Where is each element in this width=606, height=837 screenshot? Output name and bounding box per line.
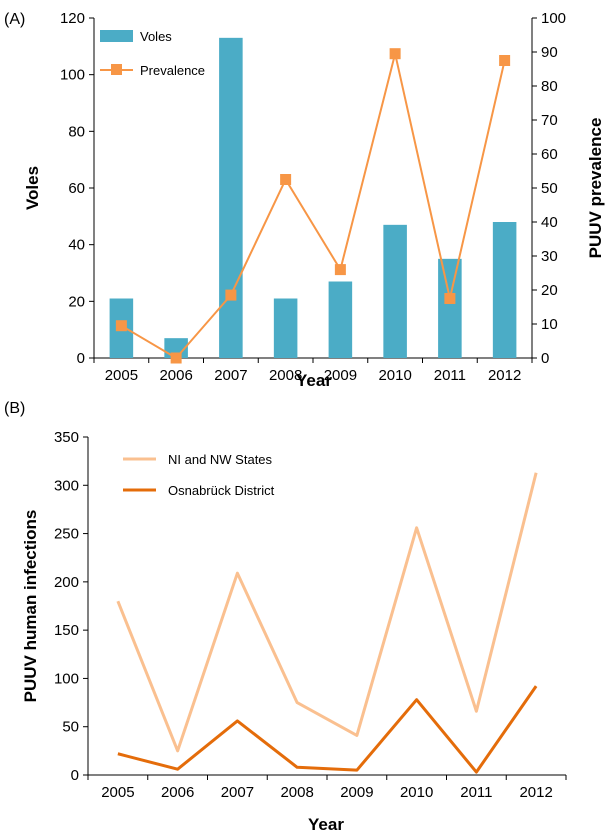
panel-a-y2tick-label: 90 xyxy=(541,44,558,61)
panel-a-xtick-label: 2007 xyxy=(214,367,247,384)
prevalence-marker xyxy=(389,48,401,60)
panel-b-xtick-label: 2005 xyxy=(101,784,134,801)
voles-bar xyxy=(492,222,517,358)
panel-b: (B) PUUV human infections Year 0 50 100 150… xyxy=(4,400,567,834)
panel-a-y2tick-label: 20 xyxy=(541,282,558,299)
panel-a-ylabel: Voles xyxy=(23,166,42,210)
voles-bar xyxy=(328,281,353,358)
prevalence-line xyxy=(120,53,506,360)
panel-a-y2tick-label: 30 xyxy=(541,248,558,265)
voles-bar xyxy=(219,37,243,358)
panel-b-ytick-label: 100 xyxy=(54,670,79,687)
panel-a-label: (A) xyxy=(4,11,25,28)
panel-a-ytick-label: 40 xyxy=(68,237,85,254)
panel-b-ytick-label: 200 xyxy=(54,574,79,591)
panel-a-y2tick-label: 0 xyxy=(541,350,549,367)
panel-b-axes: 0 50 100 150 200 250 300 350 2005 2006 2007 2008 200… xyxy=(54,429,567,801)
panel-b-ylabel: PUUV human infections xyxy=(21,510,40,703)
panel-b-xtick-label: 2006 xyxy=(161,784,194,801)
panel-a-y2tick-label: 10 xyxy=(541,316,558,333)
panel-b-ytick-label: 300 xyxy=(54,477,79,494)
panel-a-xtick-label: 2006 xyxy=(159,367,192,384)
panel-a-ytick-label: 120 xyxy=(60,10,85,27)
panel-b-xtick-label: 2012 xyxy=(519,784,552,801)
panel-a-bars xyxy=(109,37,517,358)
panel-a-y2tick-label: 40 xyxy=(541,214,558,231)
panel-a-ytick-label: 80 xyxy=(68,123,85,140)
panel-a-xtick-label: 2012 xyxy=(488,367,521,384)
panel-b-ytick-label: 50 xyxy=(62,719,79,736)
prevalence-marker xyxy=(444,293,456,304)
legend-prevalence-marker xyxy=(111,64,122,75)
panel-b-label: (B) xyxy=(4,400,25,417)
panel-a-xtick-label: 2009 xyxy=(324,367,357,384)
panel-a: (A) Voles PUUV prevalence Year 0 20 40 60 80… xyxy=(4,10,605,390)
panel-a-xtick-label: 2010 xyxy=(378,367,411,384)
osnabrueck-district-line xyxy=(117,685,538,774)
panel-a-y2tick-label: 100 xyxy=(541,10,566,27)
prevalence-marker xyxy=(280,174,292,185)
prevalence-marker xyxy=(225,289,237,301)
voles-bar xyxy=(164,338,188,358)
panel-a-prevalence-line xyxy=(115,48,511,364)
panel-a-ytick-label: 0 xyxy=(77,350,85,367)
panel-a-legend: Voles Prevalence xyxy=(100,29,205,78)
legend-ni-nw-label: NI and NW States xyxy=(168,452,273,467)
panel-b-ytick-label: 250 xyxy=(54,526,79,543)
legend-osnabrueck-label: Osnabrück District xyxy=(168,483,275,498)
ni-nw-states-line xyxy=(116,472,538,753)
panel-a-xtick-label: 2005 xyxy=(105,367,138,384)
panel-a-y2tick-label: 70 xyxy=(541,112,558,129)
panel-a-y2tick-label: 80 xyxy=(541,78,558,95)
legend-voles-swatch xyxy=(100,30,133,42)
panel-a-y2tick-label: 60 xyxy=(541,146,558,163)
panel-b-xtick-label: 2007 xyxy=(221,784,254,801)
legend-prevalence-label: Prevalence xyxy=(140,63,205,78)
panel-a-xtick-label: 2008 xyxy=(269,367,302,384)
prevalence-marker xyxy=(499,55,511,66)
legend-voles-label: Voles xyxy=(140,29,172,44)
panel-a-y2tick-label: 50 xyxy=(541,180,558,197)
panel-b-ytick-label: 150 xyxy=(54,622,79,639)
prevalence-marker xyxy=(170,352,182,364)
panel-b-xlabel: Year xyxy=(308,815,344,834)
panel-b-xtick-label: 2008 xyxy=(280,784,313,801)
voles-bar xyxy=(438,258,462,358)
panel-b-xtick-label: 2010 xyxy=(400,784,433,801)
panel-a-xtick-label: 2011 xyxy=(434,367,466,384)
prevalence-marker xyxy=(115,320,127,332)
prevalence-marker xyxy=(334,264,346,276)
panel-b-legend: NI and NW States Osnabrück District xyxy=(123,452,275,498)
panel-b-xtick-label: 2009 xyxy=(340,784,373,801)
panel-b-xtick-label: 2011 xyxy=(460,784,492,801)
panel-a-ytick-label: 100 xyxy=(60,67,85,84)
panel-b-ytick-label: 350 xyxy=(54,429,79,446)
panel-a-ytick-label: 20 xyxy=(68,293,85,310)
panel-a-axes: 0 20 40 60 80 100 120 0 10 20 30 40 50 60 70 80 90 100 200… xyxy=(60,10,566,384)
panel-a-y2label: PUUV prevalence xyxy=(586,118,605,259)
panel-a-ytick-label: 60 xyxy=(68,180,85,197)
panel-b-lines xyxy=(116,472,538,774)
panel-b-ytick-label: 0 xyxy=(71,767,79,784)
voles-bar xyxy=(383,224,407,358)
voles-bar xyxy=(273,298,298,358)
panel-a-xlabel: Year xyxy=(296,371,332,390)
